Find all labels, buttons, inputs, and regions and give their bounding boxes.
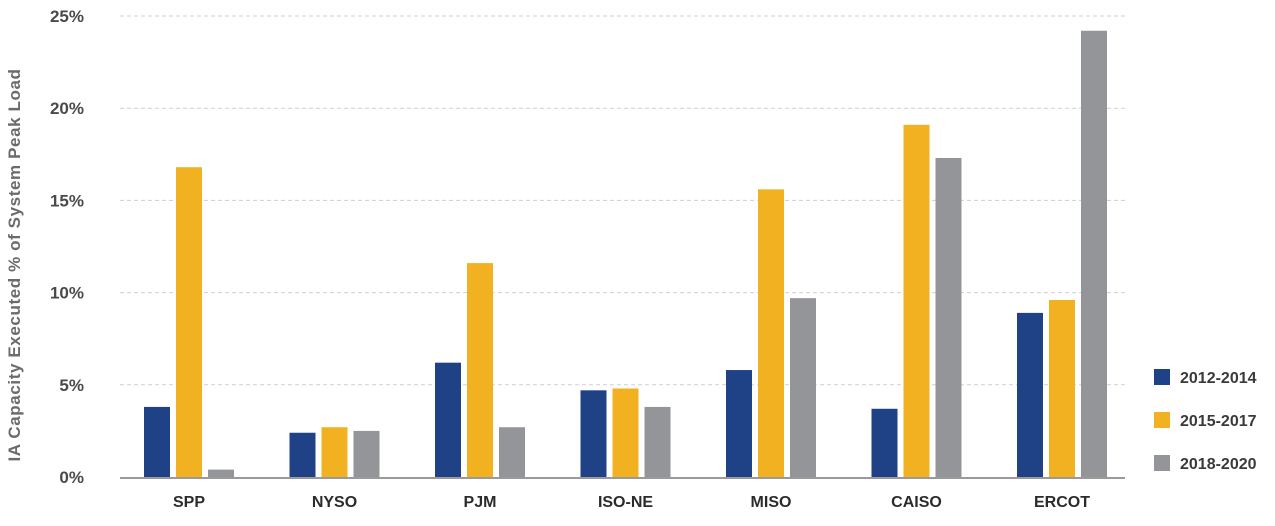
x-category-label: NYSO (312, 494, 357, 511)
x-category-label: CAISO (891, 494, 942, 511)
x-category-label: MISO (751, 494, 792, 511)
x-axis-categories: SPP NYSO PJM ISO-NE MISO CAISO ERCOT (173, 494, 1090, 511)
bar-caiso-2015-2017 (903, 124, 930, 478)
y-tick-label: 5% (59, 376, 84, 395)
bar-ercot-2012-2014 (1017, 312, 1043, 477)
bar-caiso-2018-2020 (935, 157, 962, 477)
x-category-label: ISO-NE (598, 494, 653, 511)
bars (144, 30, 1107, 478)
y-tick-label: 10% (50, 284, 84, 303)
bar-pjm-2018-2020 (499, 427, 525, 477)
bar-caiso-2012-2014 (871, 408, 898, 477)
y-tick-label: 15% (50, 191, 84, 210)
bar-nyso-2015-2017 (321, 427, 348, 477)
bar-spp-2012-2014 (144, 406, 170, 477)
bar-miso-2015-2017 (758, 189, 784, 477)
y-tick-label: 0% (59, 468, 84, 487)
bar-spp-2015-2017 (176, 167, 202, 477)
bar-pjm-2012-2014 (435, 362, 461, 477)
legend-swatch (1154, 455, 1170, 471)
bar-iso-ne-2012-2014 (580, 390, 607, 477)
bar-pjm-2015-2017 (467, 263, 493, 477)
bar-spp-2018-2020 (208, 469, 234, 477)
legend-label: 2018-2020 (1180, 456, 1257, 473)
bar-miso-2018-2020 (790, 298, 816, 477)
y-tick-label: 25% (50, 7, 84, 26)
x-category-label: ERCOT (1034, 494, 1090, 511)
y-axis-ticks: 0% 5% 10% 15% 20% 25% (50, 7, 84, 487)
bar-ercot-2018-2020 (1081, 30, 1107, 477)
bar-iso-ne-2015-2017 (612, 388, 639, 477)
y-tick-label: 20% (50, 99, 84, 118)
legend-swatch (1154, 412, 1170, 428)
bar-nyso-2018-2020 (353, 430, 380, 477)
bar-iso-ne-2018-2020 (644, 406, 671, 477)
y-axis-title: IA Capacity Executed % of System Peak Lo… (5, 68, 24, 461)
bar-nyso-2012-2014 (289, 432, 316, 477)
bar-miso-2012-2014 (726, 370, 752, 477)
legend-label: 2015-2017 (1180, 413, 1257, 430)
x-category-label: SPP (173, 494, 205, 511)
bar-ercot-2015-2017 (1049, 299, 1075, 477)
x-category-label: PJM (464, 494, 497, 511)
legend-swatch (1154, 369, 1170, 385)
legend: 2012-2014 2015-2017 2018-2020 (1154, 369, 1257, 473)
legend-label: 2012-2014 (1180, 370, 1257, 387)
grid-lines (120, 15, 1125, 386)
